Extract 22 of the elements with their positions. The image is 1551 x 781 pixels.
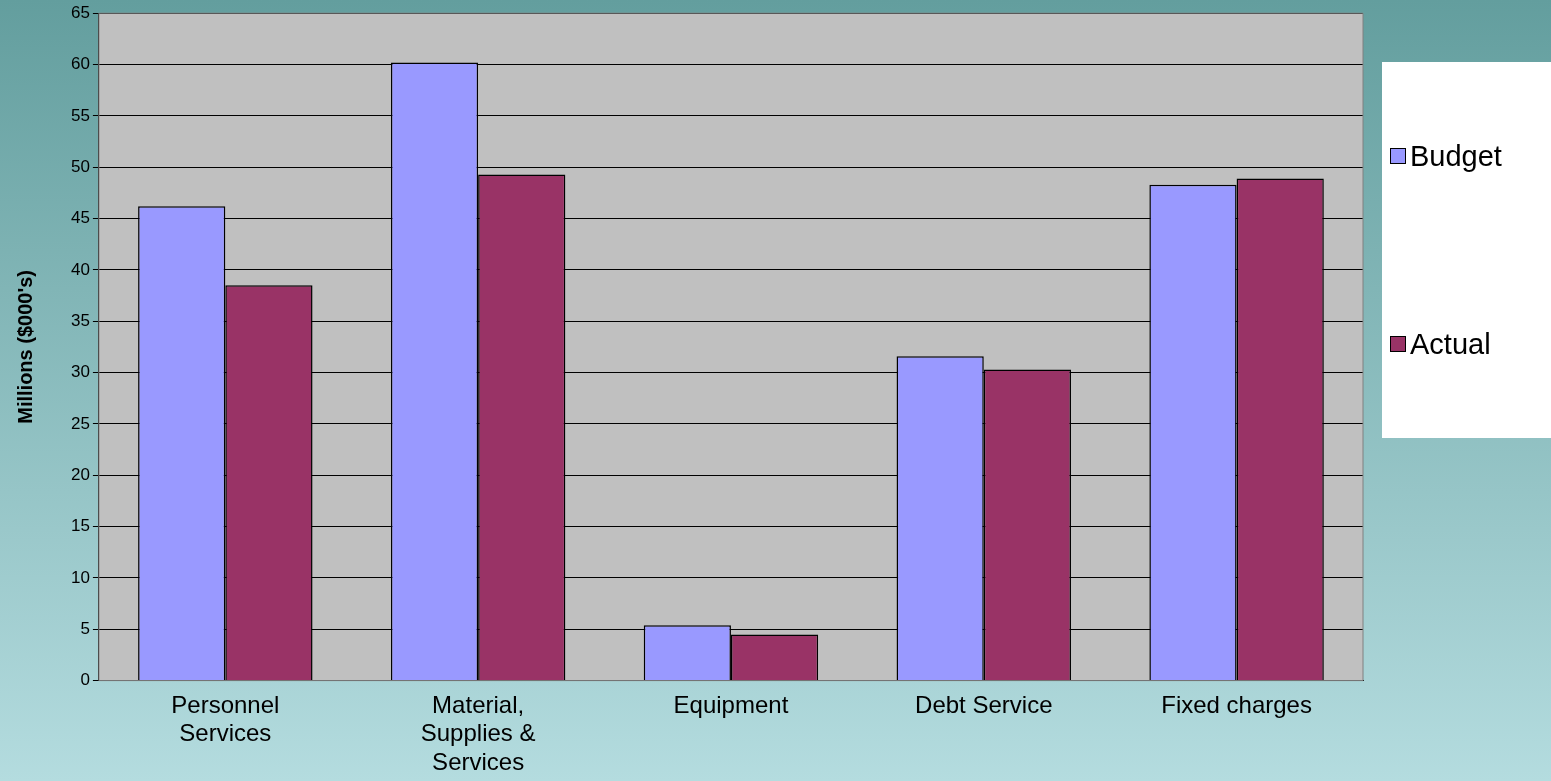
- y-tick-label: 55: [70, 105, 90, 125]
- y-tick-label: 45: [70, 208, 90, 228]
- y-tick-label: 65: [70, 2, 90, 22]
- legend-label: Actual: [1410, 327, 1491, 361]
- legend-label: Budget: [1410, 139, 1502, 173]
- x-tick-label: Debt Service: [915, 690, 1053, 718]
- y-tick-label: 30: [70, 362, 90, 382]
- x-tick-label: Fixed charges: [1161, 690, 1312, 718]
- y-tick-label: 0: [80, 670, 90, 690]
- y-tick-label: 60: [70, 54, 90, 74]
- y-tick-label: 10: [70, 567, 90, 587]
- y-tick-label: 25: [70, 413, 90, 433]
- y-tick-label: 20: [70, 464, 90, 484]
- y-tick-label: 15: [70, 516, 90, 536]
- x-tick-label: Material, Supplies & Services: [420, 690, 536, 776]
- y-axis-title: Millions ($000's): [13, 270, 36, 424]
- x-tick-label: Equipment: [673, 690, 789, 718]
- x-tick-label: Personnel Services: [171, 690, 280, 747]
- y-tick-label: 40: [70, 259, 90, 279]
- y-tick-label: 50: [70, 156, 90, 176]
- y-tick-label: 5: [80, 618, 90, 638]
- y-tick-label: 35: [70, 310, 90, 330]
